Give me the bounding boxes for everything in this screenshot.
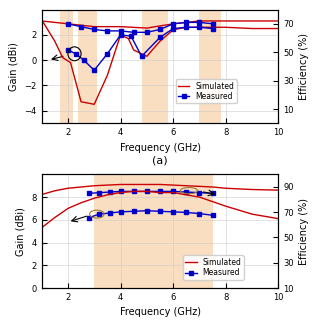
Legend: Simulated, Measured: Simulated, Measured bbox=[183, 255, 244, 280]
Y-axis label: Gain (dBi): Gain (dBi) bbox=[16, 207, 26, 256]
Bar bbox=[94, 174, 212, 288]
Y-axis label: Efficiency (%): Efficiency (%) bbox=[300, 33, 309, 100]
Measured bbox=[92, 68, 96, 72]
Measured bbox=[171, 210, 175, 214]
Simulated bbox=[184, 25, 188, 29]
Measured bbox=[145, 209, 149, 213]
Measured bbox=[158, 209, 162, 213]
Measured bbox=[74, 52, 78, 56]
Simulated bbox=[119, 191, 123, 195]
Simulated bbox=[145, 54, 149, 58]
Simulated bbox=[61, 56, 65, 60]
Simulated bbox=[132, 48, 136, 52]
Line: Measured: Measured bbox=[66, 26, 214, 72]
Simulated bbox=[211, 200, 214, 204]
Measured bbox=[140, 54, 143, 58]
Measured bbox=[211, 213, 214, 217]
X-axis label: Frequency (GHz): Frequency (GHz) bbox=[119, 308, 201, 317]
Simulated bbox=[40, 18, 44, 22]
Y-axis label: Efficiency (%): Efficiency (%) bbox=[300, 198, 309, 265]
Measured bbox=[129, 34, 133, 38]
Simulated bbox=[106, 193, 109, 197]
Simulated bbox=[276, 217, 280, 220]
Simulated bbox=[119, 33, 123, 37]
Simulated bbox=[92, 102, 96, 106]
Measured bbox=[158, 36, 162, 39]
Text: (a): (a) bbox=[152, 155, 168, 165]
Line: Measured: Measured bbox=[87, 209, 214, 219]
Measured bbox=[87, 216, 91, 220]
Simulated bbox=[171, 191, 175, 195]
Line: Simulated: Simulated bbox=[42, 20, 278, 104]
Measured bbox=[98, 212, 101, 216]
Bar bbox=[60, 10, 73, 123]
Simulated bbox=[132, 189, 136, 193]
Measured bbox=[211, 27, 214, 30]
Simulated bbox=[126, 37, 130, 41]
Simulated bbox=[171, 28, 175, 32]
Simulated bbox=[106, 73, 109, 77]
Measured bbox=[119, 33, 123, 37]
Bar bbox=[78, 10, 97, 123]
Y-axis label: Gain (dBi): Gain (dBi) bbox=[9, 42, 19, 91]
Measured bbox=[197, 25, 201, 29]
Simulated bbox=[53, 216, 57, 220]
Legend: Simulated, Measured: Simulated, Measured bbox=[176, 79, 237, 103]
Simulated bbox=[197, 195, 201, 199]
Measured bbox=[66, 48, 70, 52]
Measured bbox=[132, 209, 136, 213]
Simulated bbox=[79, 201, 83, 205]
Simulated bbox=[250, 212, 254, 216]
Measured bbox=[108, 211, 112, 215]
Simulated bbox=[197, 25, 201, 29]
Simulated bbox=[53, 39, 57, 43]
Measured bbox=[106, 52, 109, 56]
Simulated bbox=[68, 61, 72, 65]
Bar bbox=[141, 10, 168, 123]
Simulated bbox=[79, 100, 83, 104]
Simulated bbox=[40, 226, 44, 230]
Measured bbox=[171, 27, 175, 30]
Simulated bbox=[184, 193, 188, 197]
Simulated bbox=[158, 39, 162, 43]
Measured bbox=[184, 211, 188, 214]
Measured bbox=[119, 210, 123, 214]
Bar bbox=[199, 10, 220, 123]
Simulated bbox=[145, 189, 149, 193]
Simulated bbox=[158, 191, 162, 195]
Simulated bbox=[224, 25, 228, 29]
Line: Simulated: Simulated bbox=[42, 191, 278, 228]
Simulated bbox=[66, 206, 70, 210]
Simulated bbox=[224, 204, 228, 208]
X-axis label: Frequency (GHz): Frequency (GHz) bbox=[119, 143, 201, 153]
Simulated bbox=[250, 27, 254, 30]
Measured bbox=[82, 58, 86, 62]
Simulated bbox=[92, 196, 96, 200]
Measured bbox=[197, 212, 201, 215]
Simulated bbox=[276, 27, 280, 30]
Measured bbox=[184, 25, 188, 29]
